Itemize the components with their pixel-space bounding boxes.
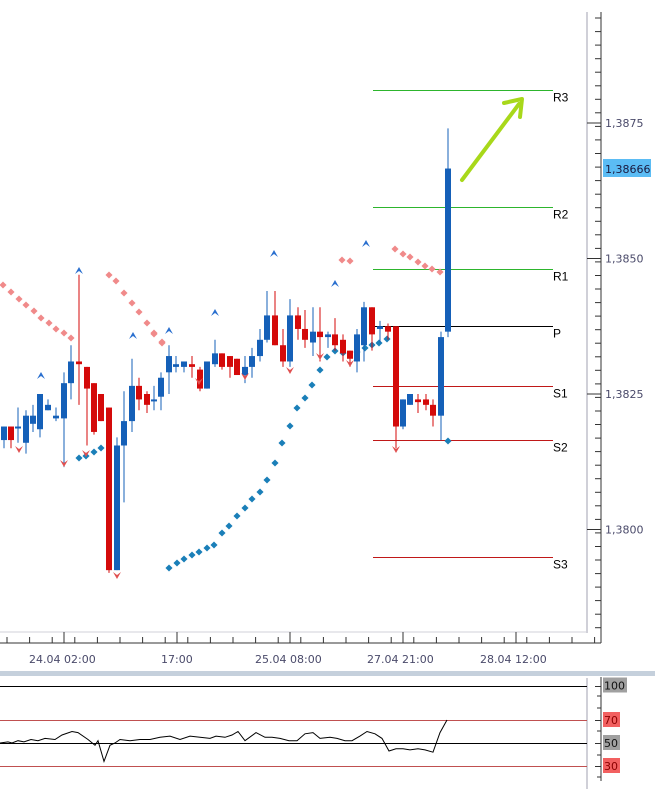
fractal-up-icon: [129, 332, 137, 339]
parabolic-sar-sell-dots: [0, 245, 444, 347]
panel-splitter[interactable]: [0, 671, 655, 676]
fractal-down-icon: [113, 572, 121, 579]
fractal-up-icon: [362, 240, 370, 247]
fractal-down-icon: [241, 373, 249, 380]
time-label-3: 25.04 08:00: [255, 653, 322, 666]
price-tick-label: 1,3850: [605, 253, 644, 266]
osc-level-badge: [603, 677, 627, 693]
fractal-down-icon: [316, 353, 324, 360]
fractal-down-icon: [15, 446, 23, 453]
pivot-levels: R3 R2 R1 P S1 S2 S3: [373, 90, 569, 572]
fractal-down-icon: [392, 446, 400, 453]
osc-level-label: 30: [604, 760, 618, 773]
current-price-label: 1,38666: [605, 163, 651, 176]
oscillator-panel: 100 70 50 30: [0, 677, 627, 789]
fractal-up-icon: [37, 372, 45, 379]
pivot-label-s1: S1: [553, 387, 568, 401]
time-label-4: 27.04 21:00: [367, 653, 434, 666]
fractal-up-icon: [211, 309, 219, 316]
fractal-markers: [15, 240, 400, 579]
osc-level-badge: [603, 735, 620, 750]
trend-arrow-icon: [460, 97, 524, 182]
price-tick-label: 1,3825: [605, 388, 644, 401]
fractal-up-icon: [165, 327, 173, 334]
osc-level-badge: [603, 758, 620, 773]
pivot-label-s2: S2: [553, 441, 568, 455]
pivot-label-r2: R2: [553, 208, 569, 222]
osc-level-label: 100: [604, 680, 625, 693]
time-label-5: 28.04 12:00: [480, 653, 547, 666]
parabolic-sar-buy-dots: [75, 335, 452, 572]
osc-level-label: 50: [604, 737, 618, 750]
price-tick-label: 1,3875: [605, 117, 644, 130]
price-tick-label: 1,3800: [605, 524, 644, 537]
fractal-up-icon: [75, 267, 83, 274]
pivot-label-r1: R1: [553, 270, 569, 284]
price-axis[interactable]: 1,3875 1,3850 1,3825 1,3800: [587, 12, 644, 643]
fractal-down-icon: [346, 360, 354, 367]
time-label-1: 24.04 02:00: [29, 653, 96, 666]
fractal-down-icon: [195, 378, 203, 385]
pivot-label-s3: S3: [553, 558, 568, 572]
fractal-down-icon: [82, 450, 90, 457]
current-price-badge: 1,38666: [603, 159, 651, 177]
fractal-down-icon: [286, 367, 294, 374]
fractal-up-icon: [270, 250, 278, 257]
pivot-label-r3: R3: [553, 91, 569, 105]
time-axis[interactable]: 24.04 02:00 17:00 25.04 08:00 27.04 21:0…: [0, 632, 601, 666]
fractal-down-icon: [60, 460, 68, 467]
time-label-2: 17:00: [161, 653, 193, 666]
fractal-up-icon: [331, 280, 339, 287]
candlestick-series: [1, 128, 451, 573]
osc-level-label: 70: [604, 714, 618, 727]
osc-level-badge: [603, 712, 620, 727]
pivot-label-p: P: [553, 327, 561, 341]
oscillator-line: [0, 719, 448, 763]
